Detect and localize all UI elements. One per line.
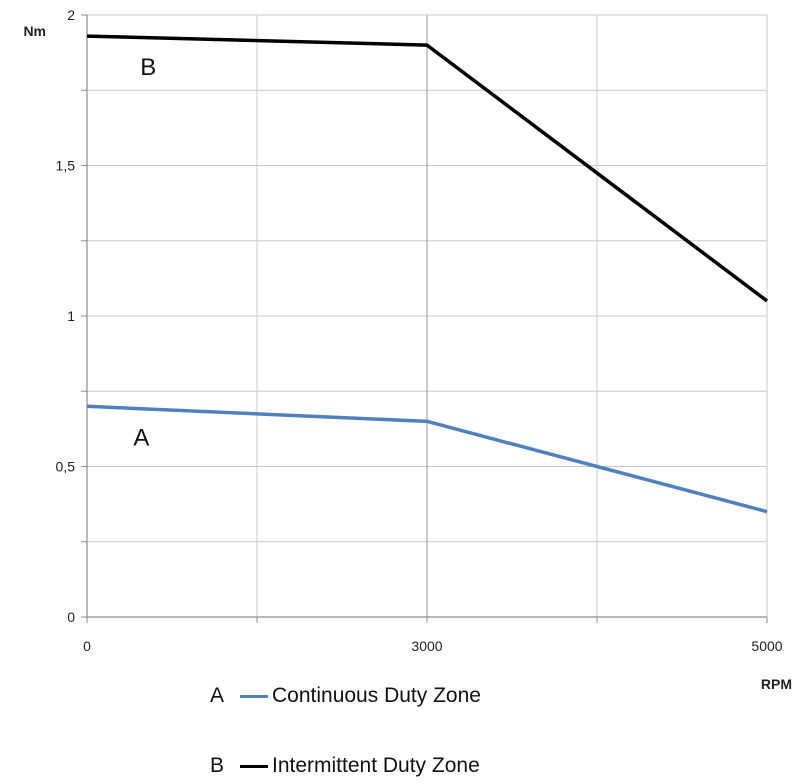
y-tick-label: 1 <box>67 308 75 324</box>
legend-label-a: Continuous Duty Zone <box>272 684 481 707</box>
x-tick-label: 0 <box>83 638 91 654</box>
legend-swatch-b <box>240 764 268 768</box>
legend-swatch-a <box>240 694 268 698</box>
legend-key-a: A <box>210 684 225 707</box>
x-tick-label: 5000 <box>751 638 782 654</box>
labels: AB <box>133 54 156 451</box>
y-tick-label: 0 <box>67 609 75 625</box>
y-tick-label: 0,5 <box>56 459 76 475</box>
y-tick-label: 2 <box>67 7 75 23</box>
legend-label-b: Intermittent Duty Zone <box>272 754 480 777</box>
legend-item-b: B Intermittent Duty Zone <box>210 754 480 778</box>
grid <box>86 14 768 618</box>
x-tick-label: 3000 <box>411 638 442 654</box>
x-axis-title: RPM <box>761 676 792 692</box>
y-tick-label: 1,5 <box>56 158 76 174</box>
series <box>86 34 769 514</box>
legend-item-a: A Continuous Duty Zone <box>210 684 481 708</box>
y-axis-title: Nm <box>23 23 46 39</box>
legend-key-b: B <box>210 754 225 777</box>
curve-label-a: A <box>133 424 149 451</box>
axes: 0 0,5 1 1,5 2 0 3000 5000 Nm RPM <box>23 7 792 692</box>
curve-label-b: B <box>140 54 156 81</box>
series-line-a <box>86 404 768 514</box>
